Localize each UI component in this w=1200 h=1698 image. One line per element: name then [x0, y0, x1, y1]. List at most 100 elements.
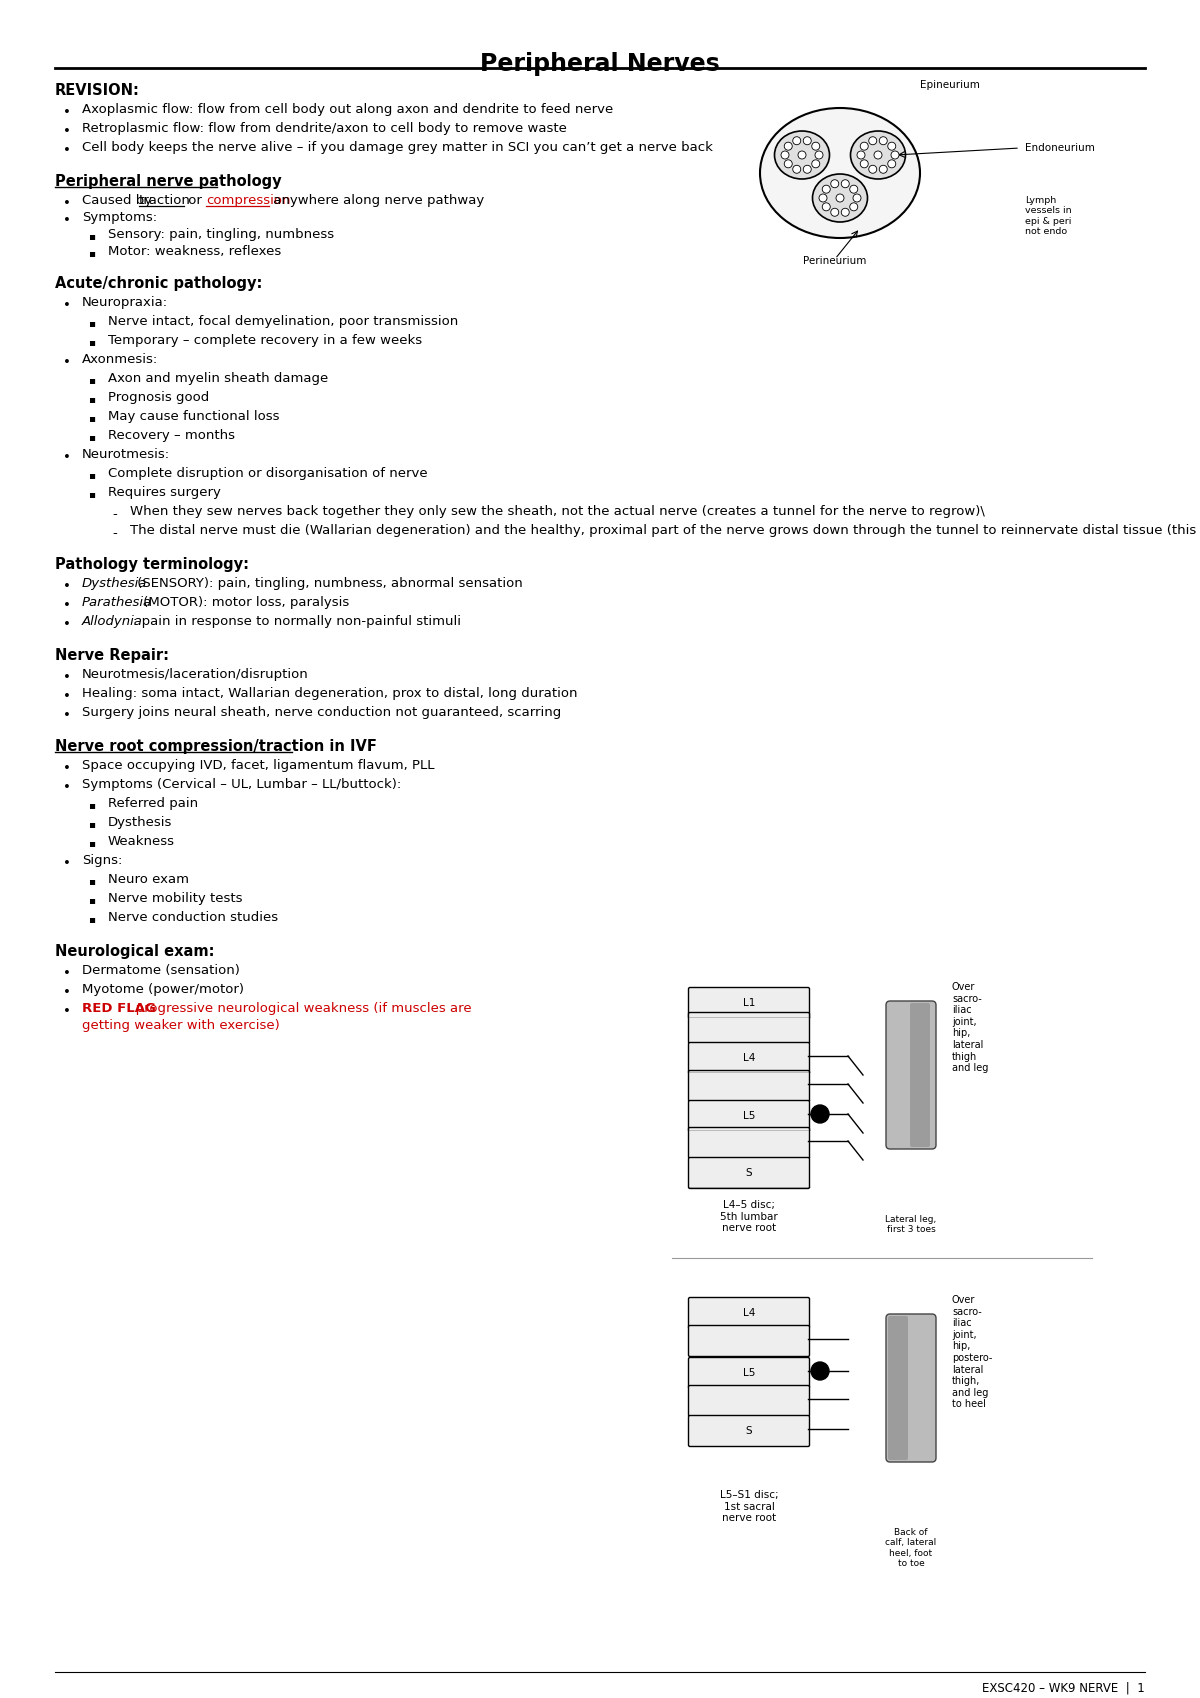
Text: S: S [745, 1168, 752, 1178]
FancyBboxPatch shape [886, 1002, 936, 1150]
Text: Nerve conduction studies: Nerve conduction studies [108, 912, 278, 924]
Circle shape [880, 138, 887, 144]
Circle shape [793, 138, 800, 144]
Text: Requires surgery: Requires surgery [108, 486, 221, 499]
Circle shape [888, 143, 895, 149]
Text: •: • [64, 452, 71, 464]
Text: Allodynia: Allodynia [82, 615, 143, 628]
Text: ▪: ▪ [89, 413, 96, 423]
FancyBboxPatch shape [689, 1127, 810, 1158]
Text: Over
sacro-
iliac
joint,
hip,
postero-
lateral
thigh,
and leg
to heel: Over sacro- iliac joint, hip, postero- l… [952, 1296, 992, 1409]
Text: •: • [64, 987, 71, 998]
Text: Dermatome (sensation): Dermatome (sensation) [82, 964, 240, 976]
Text: Symptoms:: Symptoms: [82, 211, 157, 224]
Ellipse shape [851, 131, 906, 178]
Circle shape [803, 138, 811, 144]
Text: •: • [64, 581, 71, 593]
Text: traction: traction [138, 194, 191, 207]
Text: Temporary – complete recovery in a few weeks: Temporary – complete recovery in a few w… [108, 335, 422, 346]
Text: Acute/chronic pathology:: Acute/chronic pathology: [55, 277, 263, 290]
Text: Symptoms (Cervical – UL, Lumbar – LL/buttock):: Symptoms (Cervical – UL, Lumbar – LL/but… [82, 778, 401, 791]
Text: REVISION:: REVISION: [55, 83, 140, 98]
Circle shape [822, 202, 830, 211]
Ellipse shape [774, 131, 829, 178]
FancyBboxPatch shape [689, 1297, 810, 1328]
Text: Neurotmesis:: Neurotmesis: [82, 448, 170, 460]
Text: Space occupying IVD, facet, ligamentum flavum, PLL: Space occupying IVD, facet, ligamentum f… [82, 759, 434, 773]
Text: Prognosis good: Prognosis good [108, 391, 209, 404]
Text: •: • [64, 671, 71, 684]
Text: Pathology terminology:: Pathology terminology: [55, 557, 250, 572]
Text: ▪: ▪ [89, 839, 96, 847]
Text: ▪: ▪ [89, 231, 96, 241]
Text: L5: L5 [743, 1110, 755, 1121]
Text: Nerve intact, focal demyelination, poor transmission: Nerve intact, focal demyelination, poor … [108, 316, 458, 328]
Text: L4–5 disc;
5th lumbar
nerve root: L4–5 disc; 5th lumbar nerve root [720, 1200, 778, 1233]
Ellipse shape [812, 173, 868, 222]
Text: L4: L4 [743, 1053, 755, 1063]
Circle shape [781, 151, 790, 160]
Text: Myotome (power/motor): Myotome (power/motor) [82, 983, 244, 997]
Text: Neuro exam: Neuro exam [108, 873, 190, 886]
Text: Dysthesis: Dysthesis [108, 817, 173, 829]
Text: ▪: ▪ [89, 489, 96, 499]
Circle shape [857, 151, 865, 160]
Text: Sensory: pain, tingling, numbness: Sensory: pain, tingling, numbness [108, 228, 334, 241]
Text: •: • [64, 357, 71, 368]
Circle shape [830, 209, 839, 216]
Text: Caused by: Caused by [82, 194, 156, 207]
Text: ▪: ▪ [89, 248, 96, 258]
Text: (MOTOR): motor loss, paralysis: (MOTOR): motor loss, paralysis [138, 596, 349, 610]
Circle shape [888, 160, 895, 168]
Text: •: • [64, 144, 71, 156]
Text: Over
sacro-
iliac
joint,
hip,
lateral
thigh
and leg: Over sacro- iliac joint, hip, lateral th… [952, 981, 989, 1073]
Text: L5–S1 disc;
1st sacral
nerve root: L5–S1 disc; 1st sacral nerve root [720, 1491, 779, 1523]
Text: Recovery – months: Recovery – months [108, 430, 235, 441]
Text: ▪: ▪ [89, 318, 96, 328]
Circle shape [880, 165, 887, 173]
FancyBboxPatch shape [689, 1043, 810, 1073]
Text: •: • [64, 857, 71, 869]
Text: Referred pain: Referred pain [108, 796, 198, 810]
Circle shape [793, 165, 800, 173]
Text: ▪: ▪ [89, 876, 96, 886]
Text: S: S [745, 1426, 752, 1437]
Circle shape [811, 143, 820, 149]
Text: Back of
calf, lateral
heel, foot
to toe: Back of calf, lateral heel, foot to toe [886, 1528, 937, 1569]
Circle shape [798, 151, 806, 160]
Text: May cause functional loss: May cause functional loss [108, 409, 280, 423]
Text: Dysthesia: Dysthesia [82, 577, 148, 589]
Circle shape [869, 165, 877, 173]
Text: •: • [64, 105, 71, 119]
Text: L1: L1 [743, 998, 755, 1009]
Circle shape [818, 194, 827, 202]
Text: ▪: ▪ [89, 800, 96, 810]
Text: -: - [112, 526, 116, 540]
FancyBboxPatch shape [689, 1158, 810, 1189]
Circle shape [890, 151, 899, 160]
Text: •: • [64, 1005, 71, 1019]
Circle shape [785, 143, 792, 149]
Text: compression: compression [206, 194, 290, 207]
Circle shape [811, 160, 820, 168]
Text: Lateral leg,
first 3 toes: Lateral leg, first 3 toes [886, 1216, 937, 1234]
FancyBboxPatch shape [689, 1357, 810, 1389]
Circle shape [850, 185, 858, 194]
Text: anywhere along nerve pathway: anywhere along nerve pathway [269, 194, 484, 207]
Text: ▪: ▪ [89, 895, 96, 905]
FancyBboxPatch shape [689, 1070, 810, 1102]
Text: •: • [64, 299, 71, 312]
Text: RED FLAG: RED FLAG [82, 1002, 156, 1015]
Text: Lymph
vessels in
epi & peri
not endo: Lymph vessels in epi & peri not endo [1025, 195, 1072, 236]
Circle shape [803, 165, 811, 173]
Text: ▪: ▪ [89, 914, 96, 924]
Text: ▪: ▪ [89, 336, 96, 346]
Text: Epineurium: Epineurium [920, 80, 980, 90]
Text: Endoneurium: Endoneurium [1025, 143, 1094, 153]
Text: ▪: ▪ [89, 375, 96, 385]
Text: Peripheral nerve pathology: Peripheral nerve pathology [55, 173, 282, 188]
FancyBboxPatch shape [689, 1386, 810, 1416]
Circle shape [830, 180, 839, 188]
Text: getting weaker with exercise): getting weaker with exercise) [82, 1019, 280, 1032]
Text: Perineurium: Perineurium [803, 256, 866, 267]
